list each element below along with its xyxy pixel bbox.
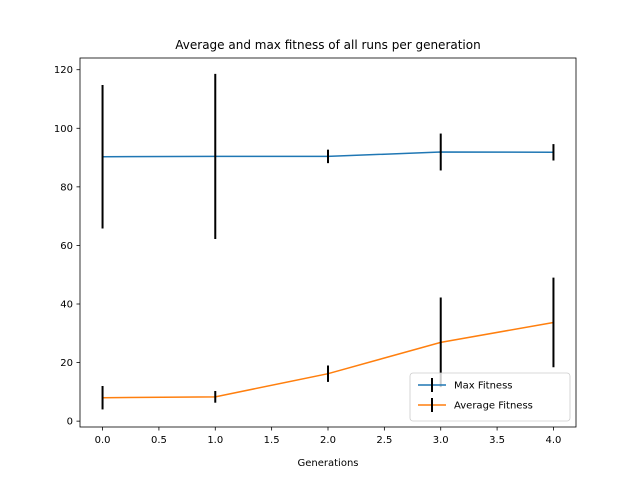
y-tick-label: 100 bbox=[54, 124, 73, 135]
x-tick-label: 4.0 bbox=[546, 435, 562, 446]
y-tick-label: 0 bbox=[67, 417, 73, 428]
x-tick-label: 2.5 bbox=[376, 435, 392, 446]
x-tick-label: 3.0 bbox=[433, 435, 449, 446]
x-tick-label: 0.5 bbox=[151, 435, 167, 446]
y-tick-label: 80 bbox=[60, 182, 73, 193]
x-axis-label: Generations bbox=[298, 458, 359, 469]
x-tick-label: 3.5 bbox=[489, 435, 505, 446]
legend-entry-label: Max Fitness bbox=[454, 381, 513, 392]
chart-title: Average and max fitness of all runs per … bbox=[175, 38, 480, 52]
plot-area bbox=[101, 73, 555, 410]
y-tick-label: 120 bbox=[54, 65, 73, 76]
x-tick-label: 0.0 bbox=[95, 435, 111, 446]
y-tick-label: 20 bbox=[60, 358, 73, 369]
x-axis: 0.0 0.5 1.0 1.5 2.0 2.5 3.0 3.5 4.0 bbox=[95, 427, 562, 446]
y-tick-label: 40 bbox=[60, 300, 73, 311]
legend-entry-label: Average Fitness bbox=[454, 401, 533, 412]
legend: Max Fitness Average Fitness bbox=[409, 372, 571, 422]
x-tick-label: 1.5 bbox=[264, 435, 280, 446]
legend-box bbox=[409, 372, 571, 422]
y-axis: 0 20 40 60 80 100 120 bbox=[54, 65, 80, 428]
x-tick-label: 2.0 bbox=[320, 435, 336, 446]
x-tick-label: 1.0 bbox=[207, 435, 223, 446]
y-tick-label: 60 bbox=[60, 241, 73, 252]
